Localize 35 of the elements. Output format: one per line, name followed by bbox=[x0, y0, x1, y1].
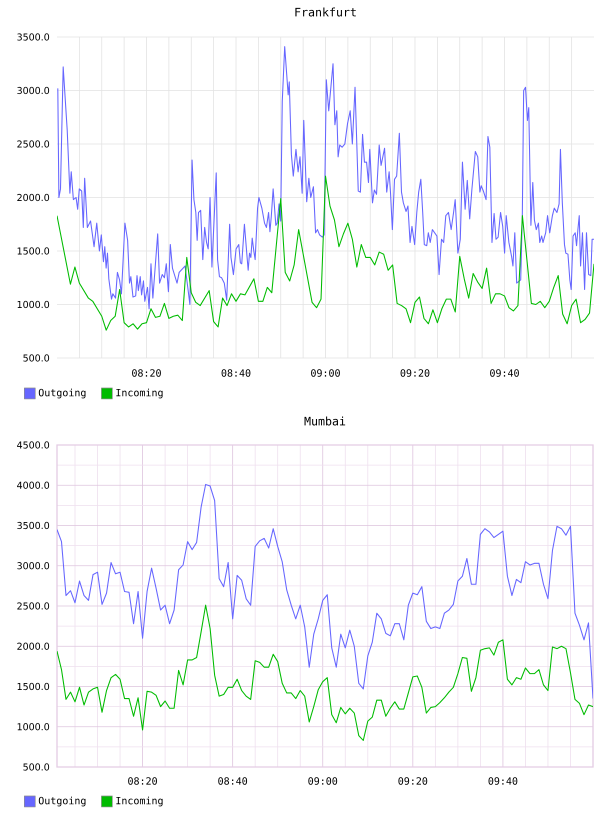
y-tick-label: 4500.0 bbox=[17, 441, 50, 449]
legend-label: Outgoing bbox=[38, 796, 86, 806]
y-tick-label: 1500.0 bbox=[18, 247, 50, 255]
line-series bbox=[57, 604, 593, 741]
chart-title: Frankfurt bbox=[295, 8, 356, 16]
y-tick-label: 500.0 bbox=[23, 763, 50, 771]
y-tick-label: 2500.0 bbox=[17, 140, 50, 148]
y-tick-label: 2000.0 bbox=[17, 642, 50, 650]
y-tick-label: 500.0 bbox=[23, 354, 50, 362]
legend-label: Incoming bbox=[116, 388, 163, 398]
y-tick-label: 3000.0 bbox=[17, 86, 50, 94]
y-tick-label: 3500.0 bbox=[17, 522, 50, 530]
legend-label: Outgoing bbox=[38, 388, 86, 398]
y-tick-label: 2000.0 bbox=[17, 194, 50, 202]
line-series bbox=[57, 46, 594, 310]
x-tick-label: 09:20 bbox=[398, 777, 428, 785]
y-tick-label: 1000.0 bbox=[18, 723, 50, 730]
y-tick-label: 1500.0 bbox=[18, 682, 50, 690]
x-tick-label: 08:40 bbox=[218, 777, 248, 785]
x-tick-label: 09:00 bbox=[308, 777, 338, 785]
y-tick-label: 1000.0 bbox=[18, 300, 50, 308]
legend-label: Incoming bbox=[116, 796, 163, 806]
x-tick-label: 09:00 bbox=[311, 369, 340, 377]
y-tick-label: 3500.0 bbox=[17, 33, 50, 41]
line-series bbox=[57, 176, 594, 331]
x-tick-label: 08:20 bbox=[132, 369, 161, 377]
y-tick-label: 4000.0 bbox=[17, 482, 50, 489]
x-tick-label: 09:40 bbox=[488, 777, 518, 785]
y-tick-label: 3000.0 bbox=[17, 562, 50, 570]
x-tick-label: 09:40 bbox=[490, 369, 519, 377]
chart-title: Mumbai bbox=[304, 416, 346, 426]
x-tick-label: 09:20 bbox=[400, 369, 430, 377]
y-tick-label: 2500.0 bbox=[17, 602, 50, 610]
x-tick-label: 08:40 bbox=[222, 369, 250, 377]
x-tick-label: 08:20 bbox=[128, 777, 157, 785]
